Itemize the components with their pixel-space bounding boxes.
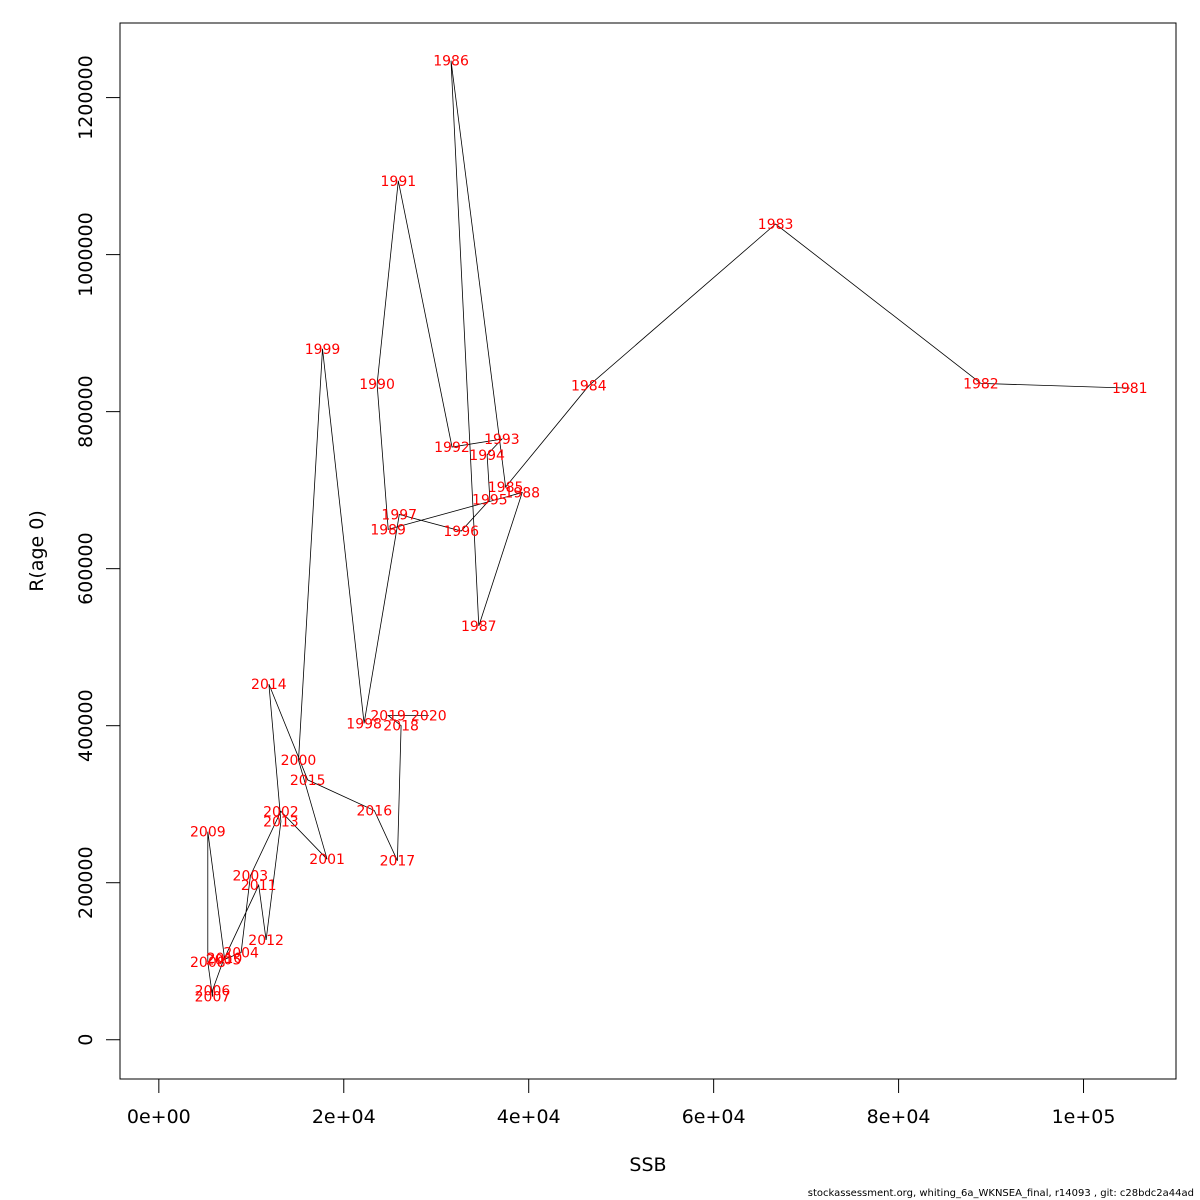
year-label-1986: 1986 xyxy=(433,54,469,70)
year-label-2011: 2011 xyxy=(241,878,277,894)
x-axis: 0e+00 2e+04 4e+04 6e+04 8e+04 1e+05 xyxy=(127,1078,1116,1128)
year-label-1991: 1991 xyxy=(381,174,417,190)
year-label-2005: 2005 xyxy=(206,953,242,969)
plot-frame xyxy=(119,22,1177,1080)
x-tick-label: 4e+04 xyxy=(497,1106,561,1128)
year-label-1992: 1992 xyxy=(434,440,470,456)
year-label-1981: 1981 xyxy=(1112,381,1148,397)
x-axis-label: SSB xyxy=(629,1154,666,1176)
year-label-1982: 1982 xyxy=(963,376,999,392)
year-label-1985: 1985 xyxy=(488,480,524,496)
year-label-1989: 1989 xyxy=(370,522,406,538)
stock-recruitment-line xyxy=(207,60,1130,997)
y-tick-label: 1200000 xyxy=(75,55,97,140)
year-label-1983: 1983 xyxy=(758,217,794,233)
year-labels: 1981 1982 1983 1984 1985 1986 1987 1988 1989 1990… xyxy=(190,54,1148,1006)
year-label-2014: 2014 xyxy=(251,677,287,693)
year-label-1995: 1995 xyxy=(472,493,508,509)
year-label-1993: 1993 xyxy=(484,432,520,448)
year-label-2008: 2008 xyxy=(190,955,226,971)
y-tick-label: 200000 xyxy=(75,846,97,919)
year-label-1984: 1984 xyxy=(571,379,607,395)
x-tick-label: 1e+05 xyxy=(1052,1106,1116,1128)
y-tick-label: 1000000 xyxy=(75,212,97,297)
x-tick-label: 8e+04 xyxy=(867,1106,931,1128)
year-label-2018: 2018 xyxy=(383,719,419,735)
x-tick-label: 2e+04 xyxy=(312,1106,376,1128)
footer-credit: stockassessment.org, whiting_6a_WKNSEA_f… xyxy=(807,1188,1194,1199)
year-label-2015: 2015 xyxy=(290,773,326,789)
year-label-1999: 1999 xyxy=(305,342,341,358)
year-label-2017: 2017 xyxy=(380,854,416,870)
y-tick-label: 400000 xyxy=(75,689,97,762)
year-label-2012: 2012 xyxy=(248,933,284,949)
year-label-2013: 2013 xyxy=(263,814,299,830)
x-tick-label: 0e+00 xyxy=(127,1106,191,1128)
year-label-2020: 2020 xyxy=(411,708,447,724)
year-label-1988: 1988 xyxy=(504,486,540,502)
y-tick-label: 800000 xyxy=(75,375,97,448)
x-tick-label: 6e+04 xyxy=(682,1106,746,1128)
year-label-1996: 1996 xyxy=(443,524,479,540)
year-label-2002: 2002 xyxy=(263,804,299,820)
year-label-2001: 2001 xyxy=(309,852,345,868)
year-label-2000: 2000 xyxy=(281,753,317,769)
year-label-1998: 1998 xyxy=(346,716,382,732)
y-tick-label: 0 xyxy=(75,1034,97,1046)
year-label-1997: 1997 xyxy=(381,507,417,523)
series-polyline xyxy=(207,60,1130,997)
year-label-2010: 2010 xyxy=(207,951,243,967)
year-label-1990: 1990 xyxy=(359,377,395,393)
year-label-2019: 2019 xyxy=(370,708,406,724)
year-label-2009: 2009 xyxy=(190,825,226,841)
y-axis: 0 200000 400000 600000 800000 1000000 1200000 xyxy=(75,55,121,1046)
y-axis-label: R(age 0) xyxy=(26,510,48,592)
year-label-1987: 1987 xyxy=(461,619,497,635)
year-label-2006: 2006 xyxy=(195,983,231,999)
y-tick-label: 600000 xyxy=(75,532,97,605)
year-label-2003: 2003 xyxy=(233,869,269,885)
year-label-2004: 2004 xyxy=(223,946,259,962)
year-label-2007: 2007 xyxy=(195,990,231,1006)
year-label-2016: 2016 xyxy=(356,803,392,819)
year-label-1994: 1994 xyxy=(469,448,505,464)
